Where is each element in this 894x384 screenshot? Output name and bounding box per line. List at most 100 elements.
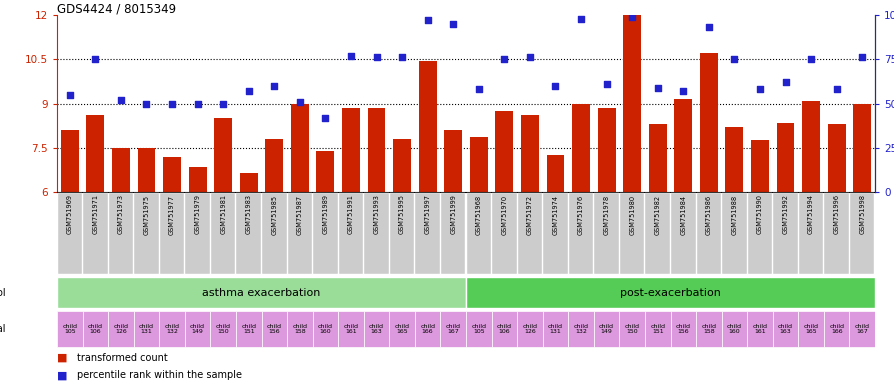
Text: GSM751986: GSM751986 [705, 194, 711, 235]
Text: GSM751980: GSM751980 [628, 194, 635, 235]
Bar [568, 193, 593, 274]
Bar [597, 108, 615, 192]
Bar [746, 311, 772, 347]
Bar [291, 104, 308, 192]
Bar [441, 193, 465, 274]
Text: GSM751971: GSM751971 [92, 194, 98, 235]
Text: child
132: child 132 [573, 324, 588, 334]
Text: child
126: child 126 [522, 324, 536, 334]
Text: child
150: child 150 [624, 324, 639, 334]
Text: GSM751996: GSM751996 [832, 194, 839, 235]
Bar [133, 311, 159, 347]
Text: GSM751978: GSM751978 [603, 194, 609, 235]
Bar [696, 311, 721, 347]
Text: child
105: child 105 [471, 324, 485, 334]
Point [89, 56, 103, 62]
Bar [214, 118, 232, 192]
Bar [160, 193, 184, 274]
Bar [363, 311, 389, 347]
Text: GSM751983: GSM751983 [246, 194, 251, 235]
Text: child
165: child 165 [394, 324, 409, 334]
Text: child
151: child 151 [650, 324, 664, 334]
Bar [112, 148, 130, 192]
Point [778, 79, 792, 85]
Bar [491, 311, 517, 347]
Bar [571, 104, 589, 192]
Bar [415, 193, 440, 274]
Point [394, 55, 409, 61]
Point [420, 17, 434, 23]
Text: GSM751970: GSM751970 [501, 194, 507, 235]
Bar [848, 311, 874, 347]
Bar [852, 104, 870, 192]
Bar [593, 311, 619, 347]
Text: child
161: child 161 [343, 324, 358, 334]
Text: GSM751975: GSM751975 [143, 194, 149, 235]
Text: child
126: child 126 [114, 324, 128, 334]
Bar [364, 193, 388, 274]
Text: GSM751985: GSM751985 [271, 194, 277, 235]
Bar [772, 193, 797, 274]
Text: child
106: child 106 [496, 324, 511, 334]
Text: GDS4424 / 8015349: GDS4424 / 8015349 [57, 2, 176, 15]
Bar [313, 193, 337, 274]
Bar [57, 277, 466, 308]
Bar [389, 311, 415, 347]
Text: child
105: child 105 [63, 324, 77, 334]
Bar [721, 193, 746, 274]
Bar [797, 311, 823, 347]
Bar [620, 193, 644, 274]
Bar [57, 193, 82, 274]
Bar [670, 193, 695, 274]
Bar [134, 193, 158, 274]
Text: child
151: child 151 [241, 324, 256, 334]
Bar [210, 311, 236, 347]
Text: GSM751969: GSM751969 [67, 194, 72, 235]
Text: child
131: child 131 [547, 324, 562, 334]
Bar [211, 193, 235, 274]
Text: child
149: child 149 [598, 324, 613, 334]
Point [624, 14, 638, 20]
Bar [185, 193, 209, 274]
Point [318, 114, 333, 121]
Bar [159, 311, 184, 347]
Bar [316, 151, 334, 192]
Bar [418, 61, 436, 192]
Bar [312, 311, 338, 347]
Bar [184, 311, 210, 347]
Bar [776, 122, 794, 192]
Point [190, 101, 205, 107]
Text: GSM751977: GSM751977 [169, 194, 175, 235]
Bar [466, 277, 874, 308]
Bar [594, 193, 618, 274]
Bar [287, 311, 312, 347]
Text: GSM751988: GSM751988 [730, 194, 737, 235]
Text: child
150: child 150 [215, 324, 231, 334]
Bar [619, 311, 645, 347]
Bar [261, 311, 287, 347]
Text: GSM751989: GSM751989 [322, 194, 328, 235]
Point [471, 86, 485, 93]
Bar [390, 193, 414, 274]
Bar [342, 108, 359, 192]
Bar [61, 130, 79, 192]
Text: GSM751981: GSM751981 [220, 194, 226, 235]
Bar [83, 193, 107, 274]
Point [829, 86, 843, 93]
Text: GSM751979: GSM751979 [194, 194, 200, 235]
Bar [236, 311, 261, 347]
Text: ■: ■ [57, 370, 67, 380]
Bar [443, 130, 461, 192]
Bar [338, 311, 363, 347]
Point [63, 91, 77, 98]
Bar [495, 111, 513, 192]
Text: GSM751973: GSM751973 [118, 194, 123, 235]
Bar [801, 101, 819, 192]
Text: GSM751972: GSM751972 [527, 194, 532, 235]
Text: child
163: child 163 [777, 324, 792, 334]
Point [292, 99, 307, 105]
Text: GSM751984: GSM751984 [679, 194, 686, 235]
Bar [469, 137, 487, 192]
Point [343, 53, 358, 59]
Point [497, 56, 511, 62]
